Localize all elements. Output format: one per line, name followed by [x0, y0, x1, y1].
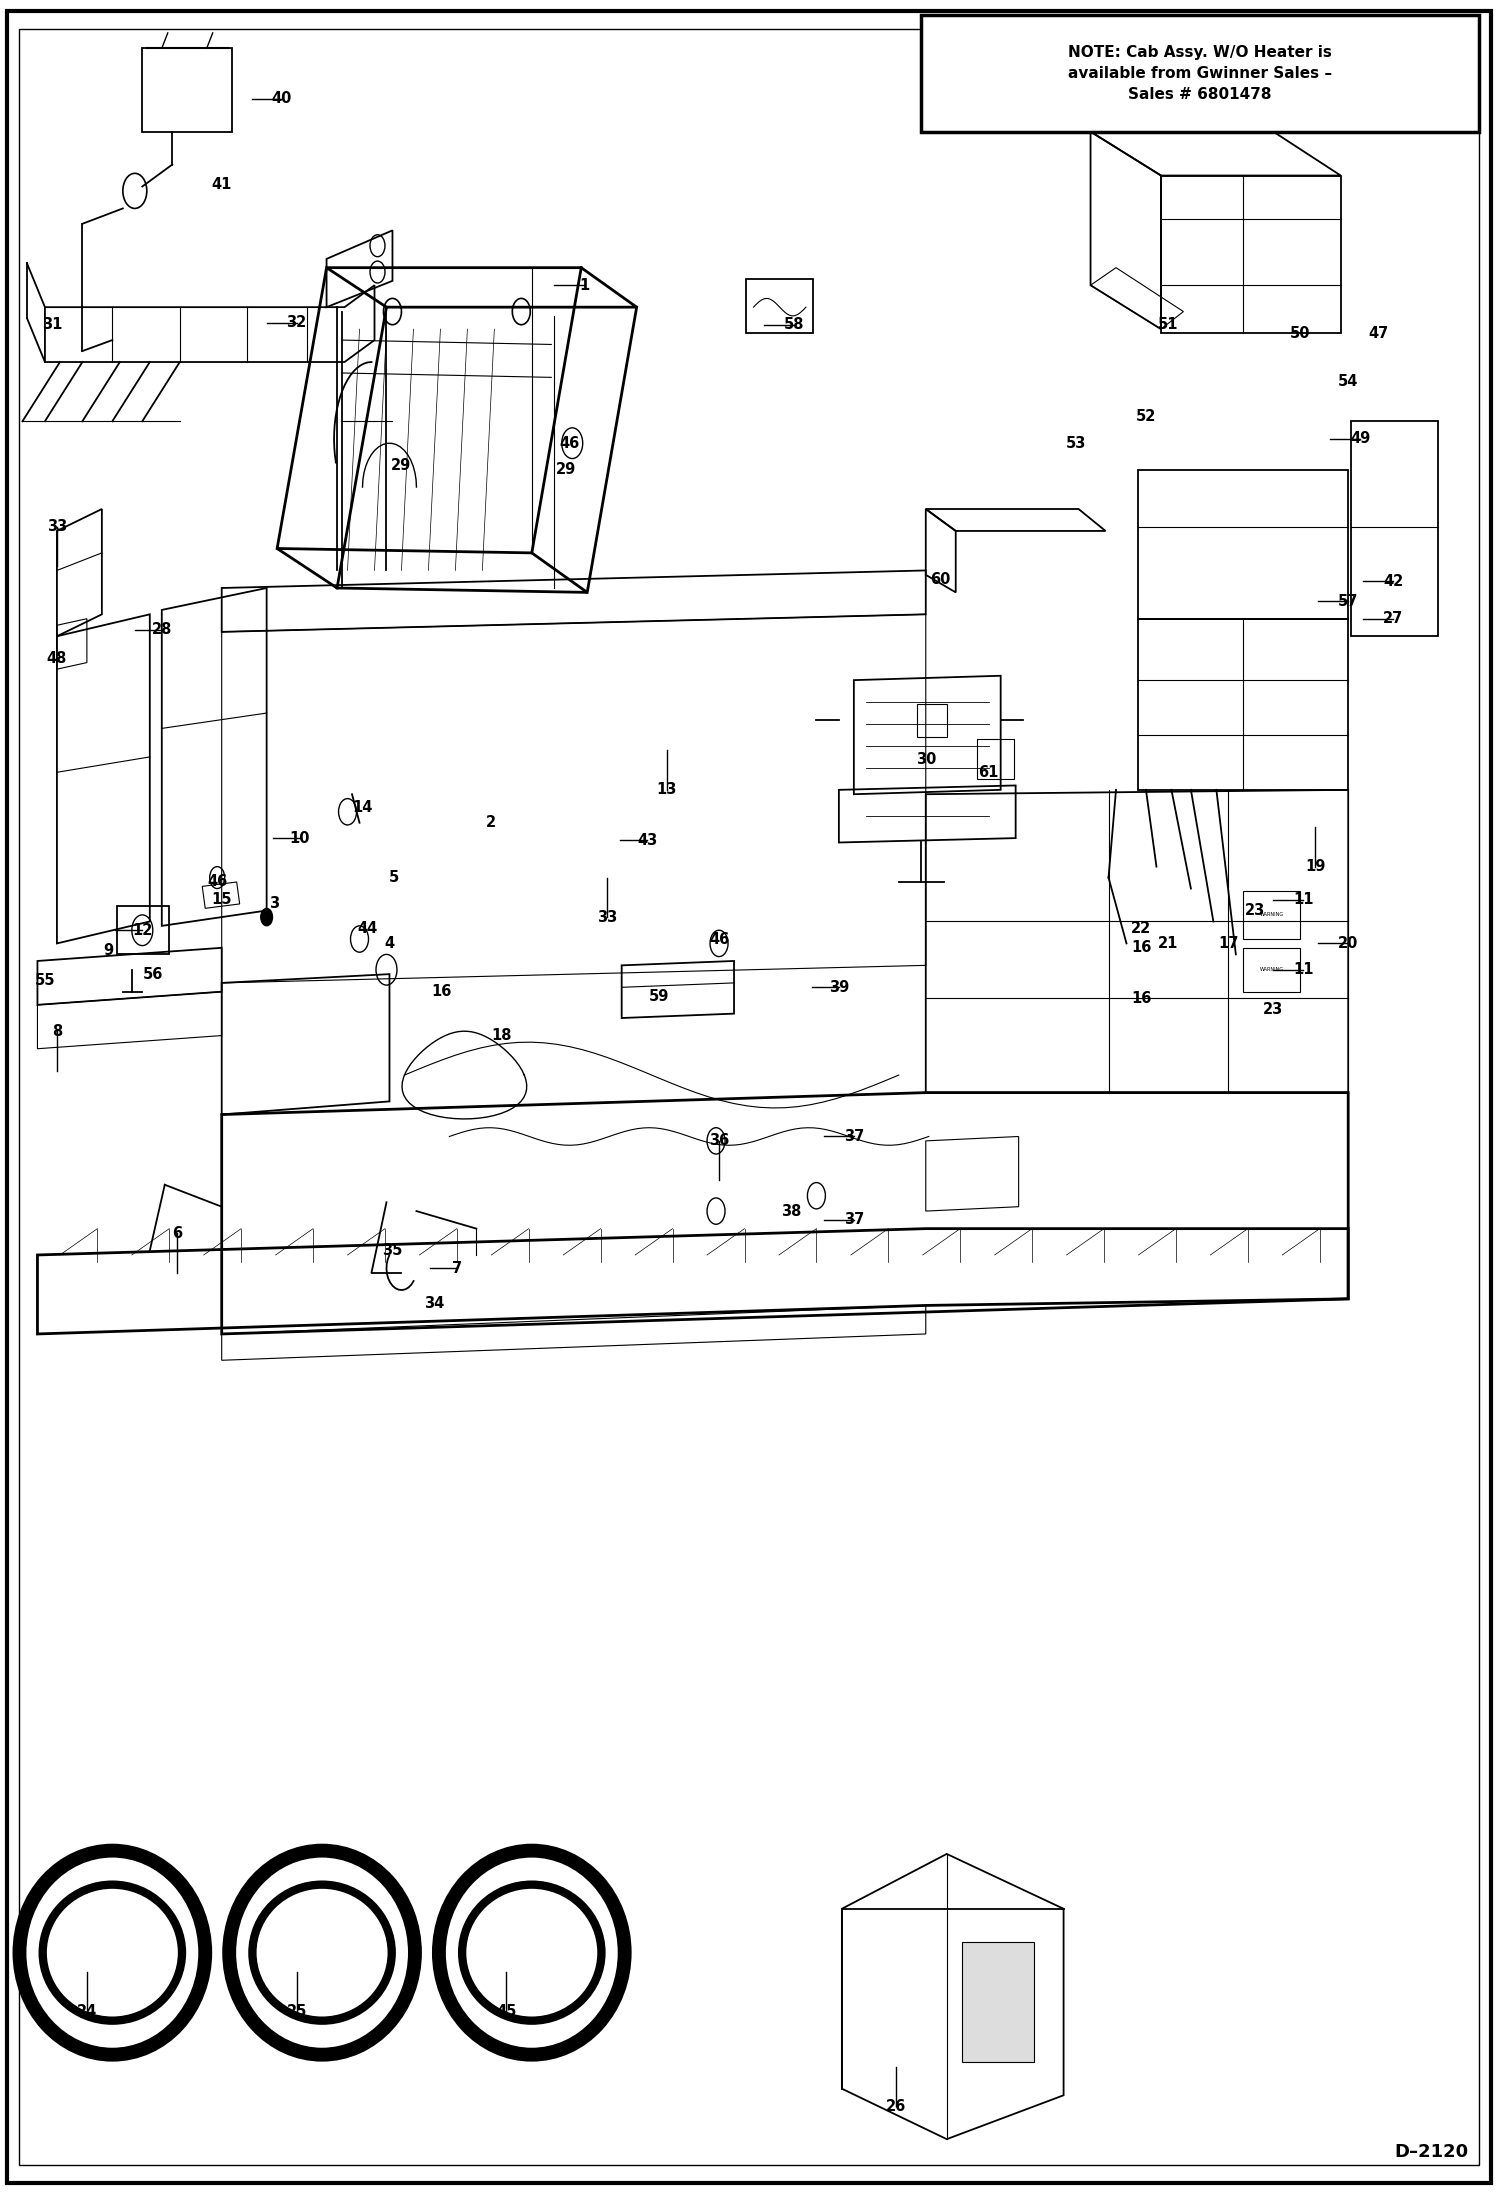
Bar — [977, 739, 1014, 779]
Text: 38: 38 — [780, 1205, 801, 1218]
Text: 53: 53 — [1065, 437, 1086, 450]
Text: 15: 15 — [211, 893, 232, 906]
Text: 28: 28 — [151, 623, 172, 636]
Text: 8: 8 — [52, 1025, 61, 1038]
Bar — [117, 906, 169, 954]
Text: 11: 11 — [1293, 893, 1314, 906]
Text: 4: 4 — [385, 937, 394, 950]
Text: 54: 54 — [1338, 375, 1359, 388]
Text: 7: 7 — [452, 1262, 461, 1275]
Ellipse shape — [37, 1878, 187, 2027]
Text: 33: 33 — [46, 520, 67, 533]
Text: 57: 57 — [1338, 595, 1359, 608]
Text: 33: 33 — [596, 911, 617, 924]
Text: 23: 23 — [1245, 904, 1266, 917]
Ellipse shape — [247, 1878, 397, 2027]
Text: 56: 56 — [142, 968, 163, 981]
Text: 59: 59 — [649, 989, 670, 1003]
Ellipse shape — [457, 1878, 607, 2027]
Text: NOTE: Cab Assy. W/O Heater is
available from Gwinner Sales –
Sales # 6801478: NOTE: Cab Assy. W/O Heater is available … — [1068, 46, 1332, 101]
Text: 3: 3 — [270, 897, 279, 911]
Text: 45: 45 — [496, 2005, 517, 2018]
Ellipse shape — [481, 1909, 583, 1997]
Text: 48: 48 — [46, 652, 67, 665]
Text: 61: 61 — [978, 766, 999, 779]
Text: 12: 12 — [132, 924, 153, 937]
Text: 52: 52 — [1135, 410, 1156, 423]
Text: D–2120: D–2120 — [1395, 2144, 1468, 2161]
Text: WARNING: WARNING — [1260, 968, 1284, 972]
Text: 23: 23 — [1263, 1003, 1284, 1016]
Text: 47: 47 — [1368, 327, 1389, 340]
Bar — [921, 15, 1479, 132]
Text: 34: 34 — [424, 1297, 445, 1310]
Text: 25: 25 — [286, 2005, 307, 2018]
Text: 11: 11 — [1293, 963, 1314, 976]
Text: 16: 16 — [1131, 941, 1152, 954]
Text: 41: 41 — [211, 178, 232, 191]
Ellipse shape — [271, 1909, 373, 1997]
Text: 42: 42 — [1383, 575, 1404, 588]
Text: 1: 1 — [580, 279, 589, 292]
Text: 22: 22 — [1131, 921, 1152, 935]
Bar — [1243, 948, 1300, 992]
Bar — [746, 279, 813, 333]
Text: 44: 44 — [357, 921, 377, 935]
Text: 46: 46 — [709, 932, 730, 946]
Text: 27: 27 — [1383, 612, 1404, 625]
Text: 10: 10 — [289, 832, 310, 845]
Text: 51: 51 — [1158, 318, 1179, 331]
Text: 6: 6 — [172, 1226, 181, 1240]
Text: 29: 29 — [391, 459, 412, 472]
Text: 30: 30 — [915, 753, 936, 766]
Text: 16: 16 — [1131, 992, 1152, 1005]
Circle shape — [261, 908, 273, 926]
Text: 39: 39 — [828, 981, 849, 994]
Text: WARNING: WARNING — [1260, 913, 1284, 917]
Text: 32: 32 — [286, 316, 307, 329]
Text: 29: 29 — [556, 463, 577, 476]
Text: 5: 5 — [389, 871, 398, 884]
Text: 49: 49 — [1350, 432, 1371, 445]
Text: 18: 18 — [491, 1029, 512, 1042]
Text: 14: 14 — [352, 801, 373, 814]
Bar — [142, 48, 232, 132]
Bar — [1243, 891, 1300, 939]
Text: 24: 24 — [76, 2005, 97, 2018]
Text: 19: 19 — [1305, 860, 1326, 873]
Text: 36: 36 — [709, 1134, 730, 1147]
Text: 26: 26 — [885, 2100, 906, 2113]
Text: 55: 55 — [34, 974, 55, 987]
Text: 50: 50 — [1290, 327, 1311, 340]
Text: 37: 37 — [843, 1130, 864, 1143]
Text: 21: 21 — [1158, 937, 1179, 950]
Text: 31: 31 — [42, 318, 63, 331]
Text: 35: 35 — [382, 1244, 403, 1257]
Text: 20: 20 — [1338, 937, 1359, 950]
Text: 40: 40 — [271, 92, 292, 105]
Text: 46: 46 — [207, 875, 228, 889]
Text: 58: 58 — [783, 318, 804, 331]
Text: 17: 17 — [1218, 937, 1239, 950]
Ellipse shape — [61, 1909, 163, 1997]
Text: 46: 46 — [559, 437, 580, 450]
Text: 9: 9 — [103, 943, 112, 957]
Bar — [962, 1942, 1034, 2062]
Text: 60: 60 — [930, 573, 951, 586]
Text: 16: 16 — [431, 985, 452, 998]
Text: 43: 43 — [637, 834, 658, 847]
Text: 2: 2 — [487, 816, 496, 829]
Text: 13: 13 — [656, 783, 677, 796]
Bar — [917, 704, 947, 737]
Text: 37: 37 — [843, 1213, 864, 1226]
